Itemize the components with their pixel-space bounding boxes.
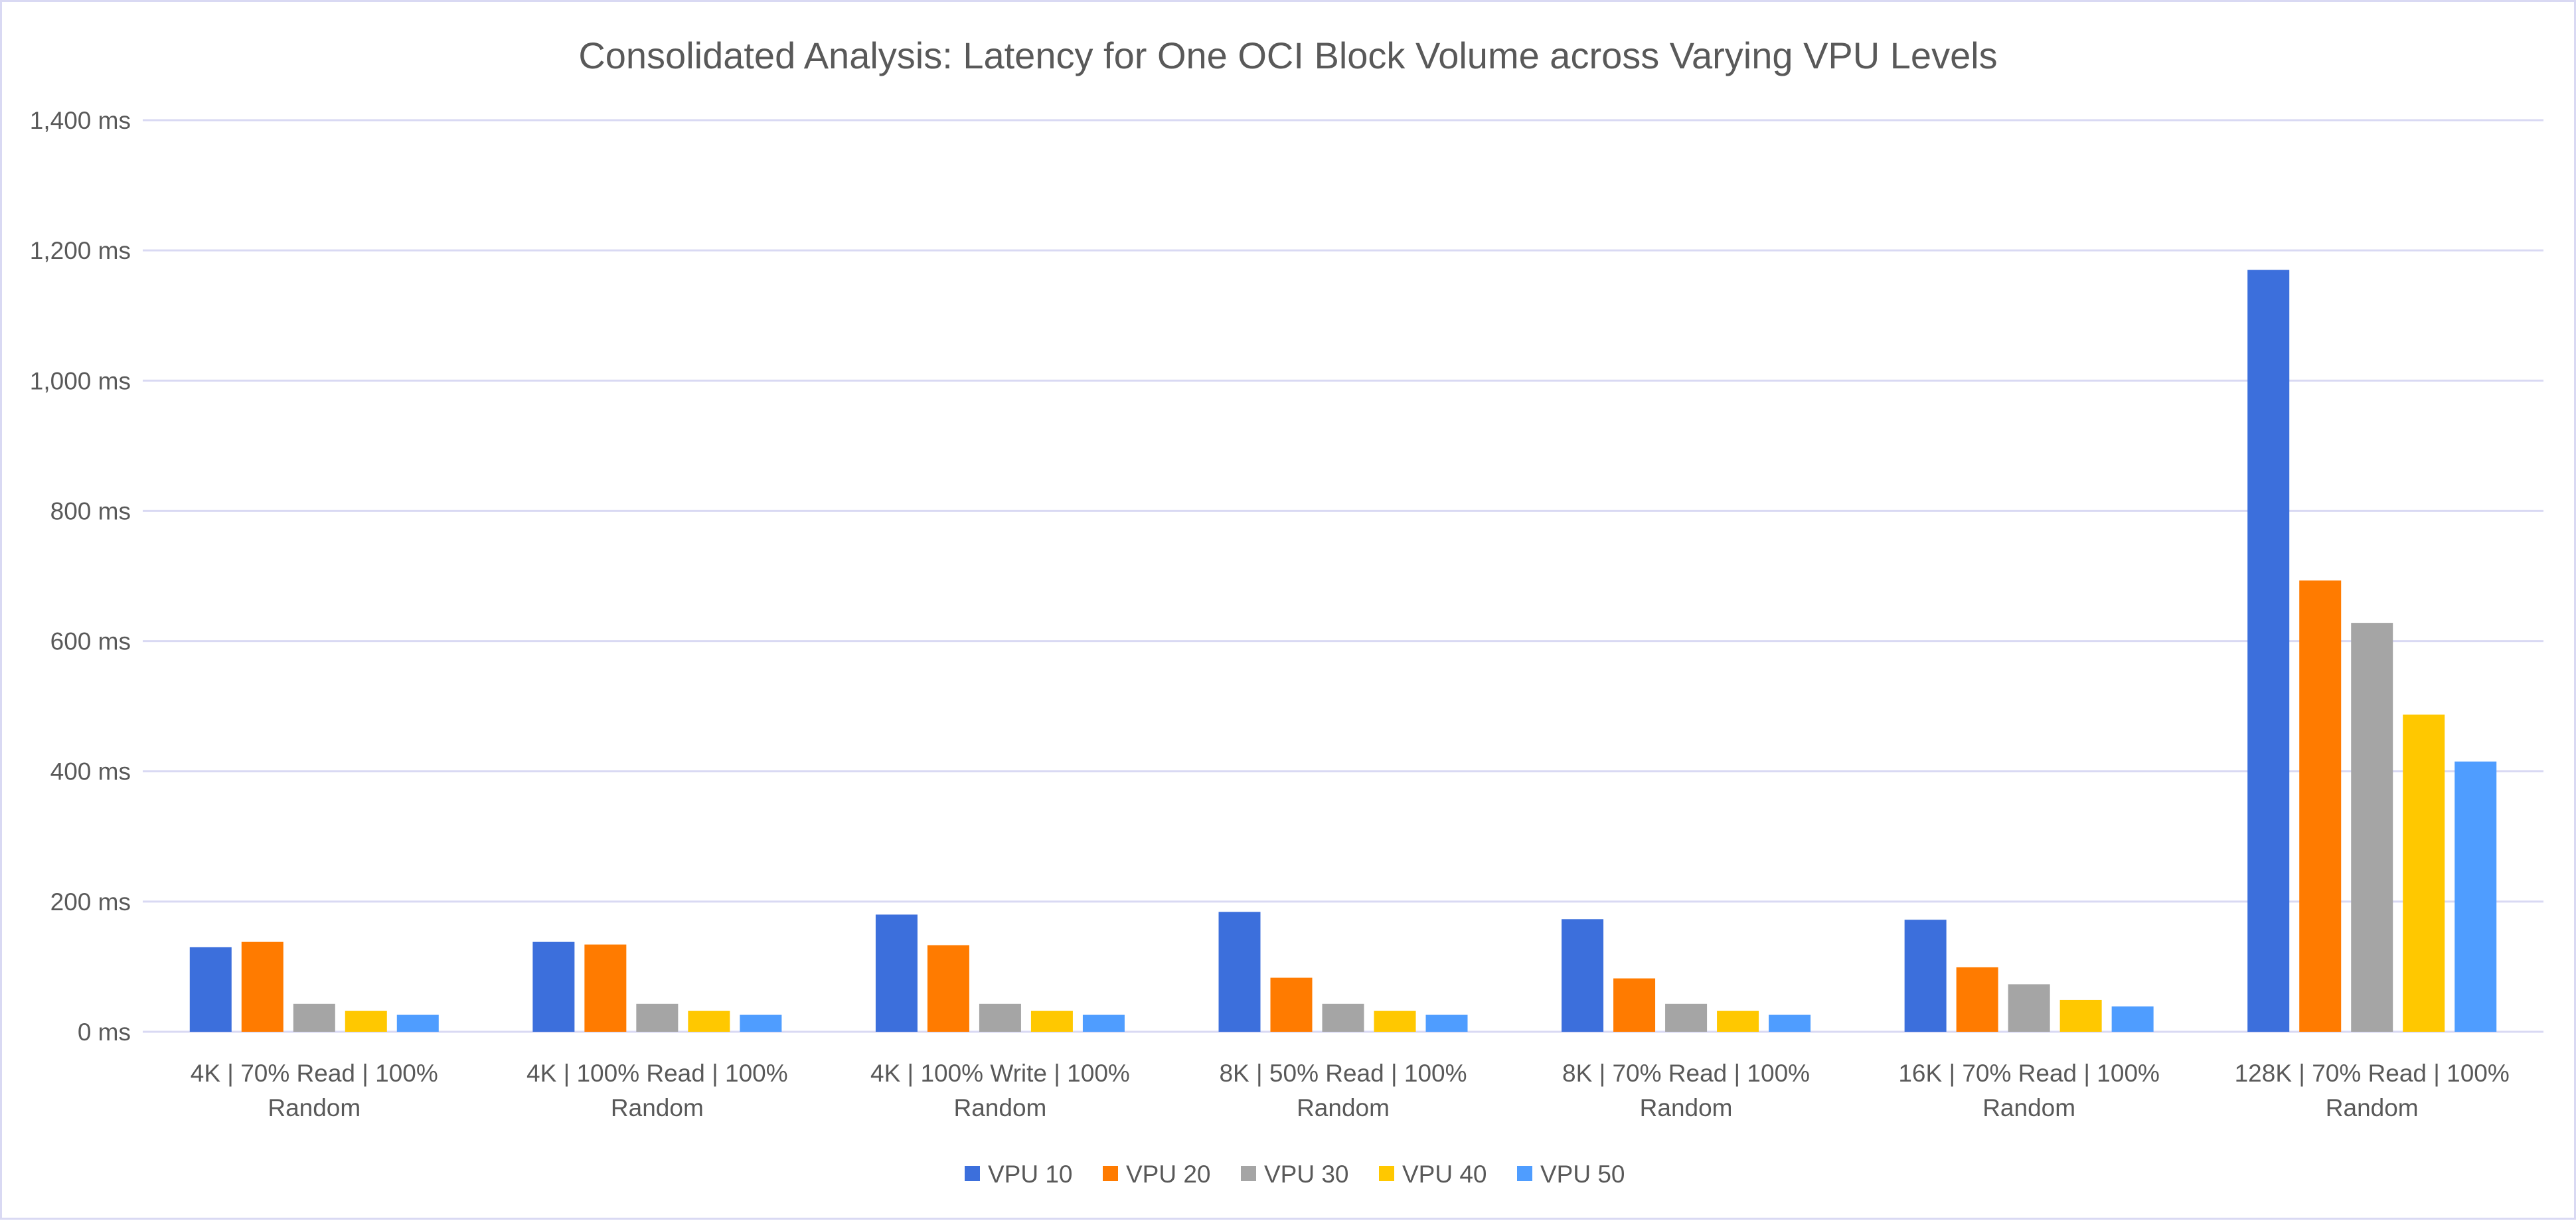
- bar-vpu-30: [2008, 984, 2050, 1032]
- legend-swatch: [1103, 1166, 1118, 1181]
- x-axis: 4K | 70% Read | 100% Random 4K | 100% Read…: [191, 1060, 2510, 1121]
- legend-swatch: [1379, 1166, 1394, 1181]
- y-tick-label: 800 ms: [50, 497, 131, 525]
- x-tick-label: Random: [1640, 1094, 1733, 1121]
- bar-vpu-50: [1082, 1015, 1125, 1032]
- bar-vpu-30: [1665, 1003, 1708, 1032]
- x-tick-label: Random: [1982, 1094, 2075, 1121]
- bar-vpu-40: [2059, 999, 2102, 1032]
- legend: VPU 10 VPU 20 VPU 30 VPU 40 VPU 50: [965, 1161, 1625, 1188]
- bar-vpu-10: [1904, 920, 1947, 1032]
- bar-vpu-30: [2351, 623, 2393, 1032]
- bar-vpu-20: [1956, 967, 1998, 1032]
- gridlines: [143, 119, 2543, 1033]
- legend-swatch: [1517, 1166, 1532, 1181]
- bar-vpu-40: [1374, 1011, 1416, 1032]
- bar-vpu-20: [241, 941, 283, 1032]
- legend-label: VPU 50: [1540, 1161, 1625, 1188]
- y-tick-label: 1,200 ms: [30, 237, 131, 264]
- bar-vpu-50: [1425, 1015, 1468, 1032]
- bar-vpu-10: [2247, 270, 2290, 1032]
- bar-vpu-40: [345, 1011, 387, 1032]
- bar-vpu-50: [2455, 762, 2497, 1032]
- bar-vpu-50: [1769, 1015, 1811, 1032]
- y-tick-label: 200 ms: [50, 888, 131, 916]
- bar-vpu-10: [1218, 912, 1261, 1032]
- bar-vpu-40: [1717, 1011, 1759, 1032]
- x-tick-label: 4K | 100% Write | 100%: [870, 1060, 1130, 1087]
- x-tick-label: 4K | 100% Read | 100%: [526, 1060, 788, 1087]
- bar-vpu-30: [979, 1003, 1021, 1032]
- bar-vpu-40: [688, 1011, 730, 1032]
- x-tick-label: 4K | 70% Read | 100%: [191, 1060, 438, 1087]
- legend-label: VPU 20: [1126, 1161, 1211, 1188]
- bar-vpu-20: [584, 944, 627, 1032]
- legend-label: VPU 30: [1264, 1161, 1349, 1188]
- x-tick-label: 16K | 70% Read | 100%: [1898, 1060, 2160, 1087]
- x-tick-label: Random: [1297, 1094, 1390, 1121]
- bars: [189, 270, 2497, 1032]
- y-tick-label: 0 ms: [78, 1018, 131, 1046]
- legend-label: VPU 40: [1402, 1161, 1487, 1188]
- x-tick-label: 8K | 70% Read | 100%: [1562, 1060, 1810, 1087]
- y-tick-label: 600 ms: [50, 628, 131, 655]
- legend-swatch: [1241, 1166, 1256, 1181]
- legend-label: VPU 10: [988, 1161, 1073, 1188]
- bar-vpu-20: [927, 945, 969, 1032]
- bar-vpu-20: [2299, 580, 2342, 1032]
- bar-vpu-30: [636, 1003, 679, 1032]
- y-tick-label: 1,000 ms: [30, 367, 131, 394]
- bar-vpu-40: [1030, 1011, 1073, 1032]
- bar-vpu-20: [1270, 977, 1313, 1032]
- x-tick-label: Random: [2326, 1094, 2419, 1121]
- bar-vpu-20: [1613, 978, 1656, 1032]
- bar-vpu-10: [532, 941, 575, 1032]
- chart-title: Consolidated Analysis: Latency for One O…: [578, 35, 1997, 76]
- x-tick-label: Random: [953, 1094, 1046, 1121]
- bar-vpu-10: [1562, 919, 1604, 1032]
- bar-vpu-50: [740, 1015, 782, 1032]
- bar-vpu-30: [1322, 1003, 1364, 1032]
- bar-vpu-10: [189, 947, 232, 1032]
- bar-vpu-50: [396, 1015, 439, 1032]
- x-tick-label: Random: [611, 1094, 704, 1121]
- bar-vpu-30: [293, 1003, 335, 1032]
- y-tick-label: 1,400 ms: [30, 107, 131, 134]
- x-tick-label: Random: [268, 1094, 361, 1121]
- y-axis: 0 ms 200 ms 400 ms 600 ms 800 ms 1,000 ms 1,20…: [30, 107, 131, 1046]
- x-tick-label: 8K | 50% Read | 100%: [1219, 1060, 1467, 1087]
- bar-vpu-50: [2111, 1006, 2154, 1032]
- y-tick-label: 400 ms: [50, 758, 131, 785]
- bar-vpu-10: [875, 914, 918, 1032]
- bar-vpu-40: [2403, 714, 2445, 1032]
- legend-swatch: [965, 1166, 980, 1181]
- x-tick-label: 128K | 70% Read | 100%: [2235, 1060, 2510, 1087]
